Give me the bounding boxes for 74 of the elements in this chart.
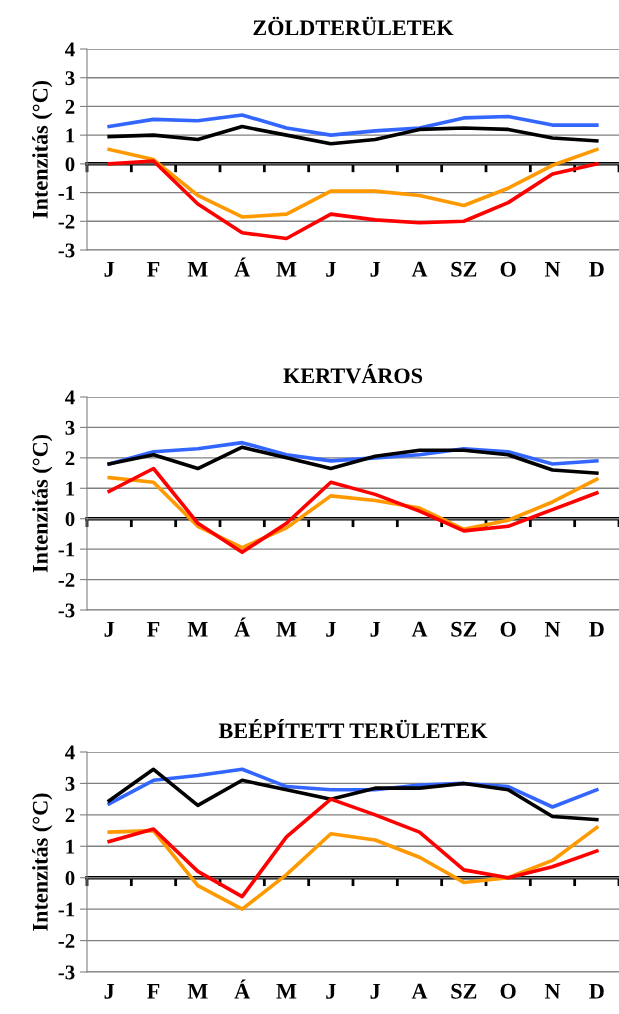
x-tick-label: O [500,621,516,637]
x-tick-label: J [326,621,336,637]
y-tick-label: -2 [58,934,75,948]
x-tick-label: M [276,621,297,637]
x-tick-label: F [147,983,160,999]
chart-title: BEÉPÍTETT TERÜLETEK [218,719,488,739]
x-tick-label: O [500,983,516,999]
x-tick-label: N [544,621,561,637]
y-tick-label: 0 [65,157,75,172]
y-tick-label: 3 [65,71,75,86]
x-tick-label: A [411,983,428,999]
x-tick-label: N [544,261,561,277]
x-tick-label: A [411,621,428,637]
y-tick-label: 2 [65,808,75,823]
x-tick-label: SZ [451,983,477,999]
x-tick-label: A [411,261,428,277]
line-series [107,124,599,146]
y-tick-label: -1 [58,186,75,200]
x-tick-label: Á [234,257,251,277]
chart-title: ZÖLDTERÜLETEK [253,16,454,36]
y-tick-label: 0 [65,871,75,886]
x-tick-label: SZ [451,261,477,277]
y-tick-label: 4 [65,42,75,57]
y-tick-label: -2 [58,214,75,229]
y-tick-label: 4 [65,390,75,405]
x-tick-label: J [370,983,381,999]
x-tick-label: M [187,621,208,637]
x-tick-label: J [370,621,381,637]
y-tick-label: 1 [66,839,75,854]
chart-title: KERTVÁROS [283,364,423,384]
x-tick-label: F [147,621,160,637]
x-tick-label: M [276,983,297,999]
line-series [107,445,599,475]
y-tick-label: -3 [58,603,75,618]
x-tick-label: N [544,983,561,999]
y-axis-title: Intenzitás (°C) [32,434,53,573]
x-tick-label: Á [234,617,251,637]
x-tick-label: O [500,261,516,277]
x-tick-label: F [147,261,160,277]
y-axis-title: Intenzitás (°C) [32,793,53,931]
x-tick-label: J [326,983,336,999]
x-tick-label: M [276,261,297,277]
y-tick-label: -1 [58,542,75,557]
y-axis-title: Intenzitás (°C) [32,80,53,219]
x-tick-label: SZ [451,621,477,637]
x-tick-label: J [370,261,381,277]
line-series [107,767,599,822]
y-tick-label: -2 [58,573,75,587]
x-tick-label: J [104,983,115,999]
x-tick-label: D [589,261,604,277]
x-tick-label: M [187,261,208,277]
line-series [107,797,599,899]
y-tick-label: -1 [58,902,75,917]
x-tick-label: Á [234,979,251,999]
y-tick-label: 3 [65,776,75,791]
line-series [107,113,599,137]
y-tick-label: 1 [66,128,75,143]
x-tick-label: J [104,261,115,277]
x-tick-label: D [589,983,604,999]
y-tick-label: 2 [65,451,75,466]
y-tick-label: 0 [65,512,75,527]
line-series [107,147,599,219]
y-tick-label: -3 [58,243,75,258]
x-tick-label: D [589,621,604,637]
x-tick-label: J [104,621,115,637]
x-tick-label: M [187,983,208,999]
y-tick-label: 2 [65,99,75,114]
line-series [107,825,599,911]
y-tick-label: -3 [58,965,75,980]
x-tick-label: J [326,261,336,277]
y-tick-label: 4 [65,745,75,760]
line-series [107,159,599,241]
y-tick-label: 1 [66,481,75,496]
y-tick-label: 3 [65,420,75,435]
